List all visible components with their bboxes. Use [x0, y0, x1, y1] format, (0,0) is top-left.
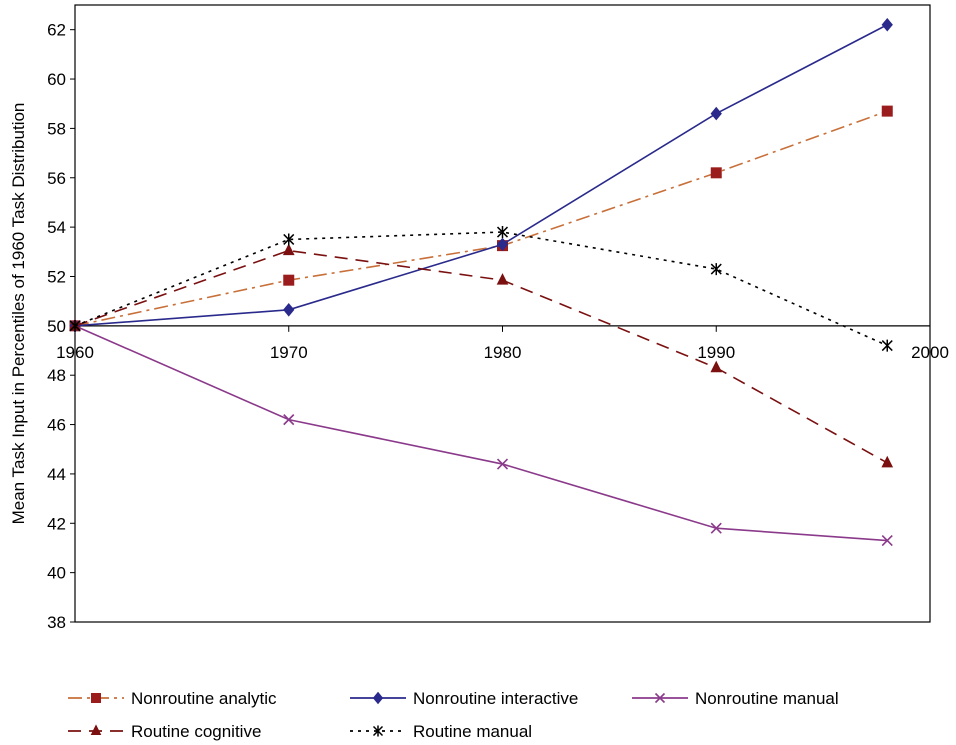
plot-border [74, 4, 931, 623]
y-tick-label: 40 [47, 564, 66, 583]
series-nonroutine-interactive [69, 17, 893, 333]
data-point-nonroutine-analytic [283, 274, 295, 286]
legend-item-nonroutine-manual: Nonroutine manual [632, 689, 839, 708]
series-layer [69, 17, 894, 547]
series-nonroutine-analytic [69, 105, 893, 332]
series-line-routine-manual [74, 231, 888, 347]
x-axis: 1960 1970 1980 1990 2000 [56, 325, 949, 362]
data-point-nonroutine-manual [881, 534, 893, 547]
y-tick-label: 56 [47, 169, 66, 188]
legend-label: Nonroutine analytic [131, 689, 277, 708]
legend: Nonroutine analytic Nonroutine interactiv… [68, 689, 839, 741]
y-axis-title: Mean Task Input in Percentiles of 1960 T… [9, 103, 28, 525]
legend-marker [372, 691, 384, 705]
y-tick-label: 58 [47, 119, 66, 138]
legend-item-routine-cognitive: Routine cognitive [68, 722, 261, 741]
data-point-nonroutine-analytic [710, 167, 722, 179]
series-line-nonroutine-interactive [74, 24, 888, 327]
data-point-routine-manual [881, 339, 893, 352]
legend-marker [90, 724, 102, 735]
data-point-nonroutine-manual [283, 414, 295, 426]
data-point-routine-manual [69, 319, 81, 332]
y-axis: 38 40 42 44 46 48 50 52 54 56 58 60 62 [47, 21, 75, 632]
data-point-nonroutine-interactive [881, 17, 893, 32]
legend-item-nonroutine-analytic: Nonroutine analytic [68, 689, 277, 708]
data-point-routine-cognitive [496, 273, 509, 285]
series-routine-manual [69, 226, 893, 352]
series-line-nonroutine-manual [74, 325, 888, 542]
y-tick-label: 38 [47, 613, 66, 632]
data-point-routine-cognitive [710, 360, 723, 373]
y-tick-label: 44 [47, 465, 66, 484]
legend-label: Nonroutine interactive [413, 689, 578, 708]
y-tick-label: 52 [47, 267, 66, 286]
legend-label: Routine cognitive [131, 722, 261, 741]
data-point-nonroutine-manual [496, 458, 509, 470]
x-tick-label: 1990 [697, 343, 735, 362]
data-point-nonroutine-manual [710, 522, 722, 534]
y-tick-label: 48 [47, 366, 66, 385]
x-tick-label: 2000 [911, 343, 949, 362]
x-tick-label: 1970 [270, 343, 308, 362]
legend-label: Routine manual [413, 722, 532, 741]
series-line-routine-cognitive [74, 249, 888, 464]
legend-item-nonroutine-interactive: Nonroutine interactive [350, 689, 578, 708]
data-point-routine-manual [496, 226, 509, 239]
y-tick-label: 62 [47, 21, 66, 40]
legend-item-routine-manual: Routine manual [350, 722, 532, 741]
plot-area [74, 4, 931, 623]
y-tick-label: 42 [47, 514, 66, 533]
legend-marker [91, 693, 101, 703]
y-tick-label: 50 [47, 317, 66, 336]
data-point-routine-manual [283, 233, 295, 246]
x-tick-label: 1980 [484, 343, 522, 362]
series-routine-cognitive [69, 243, 894, 468]
data-point-nonroutine-analytic [881, 105, 893, 117]
y-tick-label: 54 [47, 218, 66, 237]
data-point-routine-cognitive [881, 455, 894, 468]
series-nonroutine-manual [69, 320, 893, 547]
y-tick-label: 46 [47, 416, 66, 435]
legend-marker [654, 692, 666, 704]
data-point-nonroutine-interactive [496, 237, 509, 252]
legend-label: Nonroutine manual [695, 689, 839, 708]
data-point-routine-manual [710, 263, 722, 276]
x-tick-label: 1960 [56, 343, 94, 362]
data-point-nonroutine-interactive [283, 303, 295, 317]
data-point-routine-cognitive [282, 243, 295, 256]
data-point-nonroutine-interactive [710, 106, 722, 121]
series-line-nonroutine-analytic [74, 110, 888, 327]
legend-marker [372, 725, 384, 737]
y-tick-label: 60 [47, 70, 66, 89]
